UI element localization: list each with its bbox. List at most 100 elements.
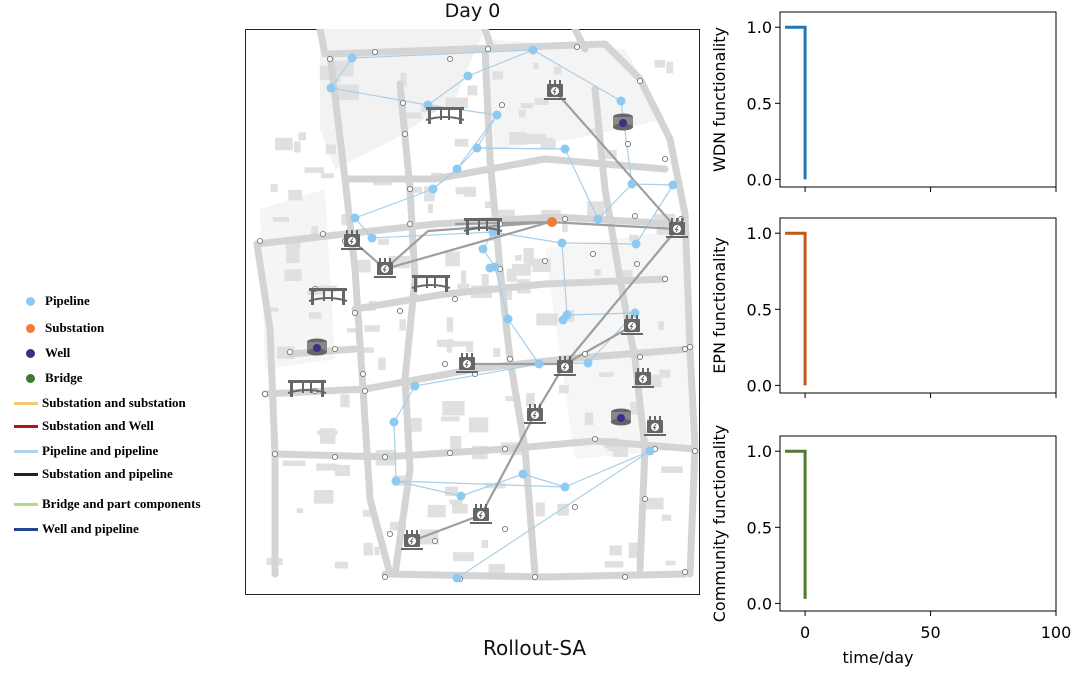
building-block [523,248,534,264]
pipeline-node [560,482,570,492]
building-block [661,514,671,521]
building-block [347,328,358,333]
junction-node [399,99,407,107]
junction-node [691,447,699,455]
building-block [598,372,614,377]
building-block [630,401,642,415]
substation-icon [621,315,643,335]
pipeline-node [631,239,641,249]
building-block [378,238,389,245]
building-block [320,173,334,179]
road [316,29,329,58]
building-block [461,270,467,284]
building-block [452,503,468,514]
building-block [481,540,489,549]
well-icon [613,113,633,131]
legend-line-swatch [14,502,38,506]
functionality-charts: 0.0 0.5 1.0 WDN functionality 0.0 0.5 1.0 EPN f… [710,11,1071,667]
building-block [285,238,298,255]
building-block [304,167,324,173]
building-block [594,269,601,276]
junction-node [359,370,367,378]
junction-node [624,140,632,148]
building-block [362,509,377,517]
building-block [334,464,350,476]
x-axis-label: time/day [843,648,914,667]
pipeline-link [330,57,353,89]
road [571,29,589,53]
junction-node [484,45,492,53]
building-block [481,274,489,289]
building-block [400,73,407,86]
junction-node [591,435,599,443]
road [481,29,494,48]
building-block [526,393,535,407]
building-block [505,284,512,300]
building-block [449,499,463,505]
building-block [340,394,350,408]
building-block [374,546,380,556]
junction-node [361,387,369,395]
building-block [442,401,465,416]
building-block [557,503,569,516]
pipeline-link [635,184,674,245]
building-block [265,307,279,312]
building-block [296,508,304,514]
road [481,45,539,578]
substation-link [384,220,551,271]
x-tick-label: 50 [920,623,940,642]
building-block [520,103,534,109]
substation-link [564,228,678,365]
pipeline-node [452,164,462,174]
pipeline-node [347,53,357,63]
pipeline-node [463,71,473,81]
pipeline-node [558,315,568,325]
pipeline-node [456,491,466,501]
pipeline-node [645,446,655,456]
junction-node [351,309,359,317]
building-block [314,490,334,504]
junction-node [331,453,339,461]
bridge-icon [308,288,348,305]
legend-label: Bridge [45,370,83,385]
y-tick-label: 1.0 [747,442,772,461]
road [351,275,669,313]
pipeline-node [452,573,462,583]
building-block [319,428,336,444]
bridge-icon [463,218,503,235]
pipeline-node [391,476,401,486]
building-block [388,256,410,269]
plot-frame [779,217,1057,394]
junction-node [661,155,669,163]
pipeline-node [503,314,513,324]
junction-node [561,215,569,223]
junction-node [396,307,404,315]
legend-line-swatch [14,527,38,531]
building-block [298,132,307,141]
y-tick-label: 0.5 [747,518,772,537]
legend-item: Substation and Well [14,415,154,437]
legend-label: Substation [45,320,105,335]
building-block [589,128,598,133]
building-block [363,542,373,556]
building-block [311,226,318,236]
junction-node [406,185,414,193]
building-block [452,341,474,347]
y-tick-label: 0.5 [747,94,772,113]
junction-node [686,343,694,351]
pipeline-link [561,242,637,245]
building-block [453,552,474,562]
substation-link [411,513,482,543]
chart-panel: 0.0 0.5 1.0 0 50 100 Community functionality ti… [710,425,1071,667]
building-block [562,222,568,233]
legend-label: Substation and pipeline [42,466,173,481]
pipeline-node [490,262,500,272]
building-block [661,466,683,473]
junction-node [446,449,454,457]
junction-node [261,390,269,398]
substation-icon [341,230,363,250]
functionality-series-line [785,231,807,386]
junction-node [441,360,449,368]
legend-item: Well [14,342,70,364]
legend-marker [26,373,35,383]
